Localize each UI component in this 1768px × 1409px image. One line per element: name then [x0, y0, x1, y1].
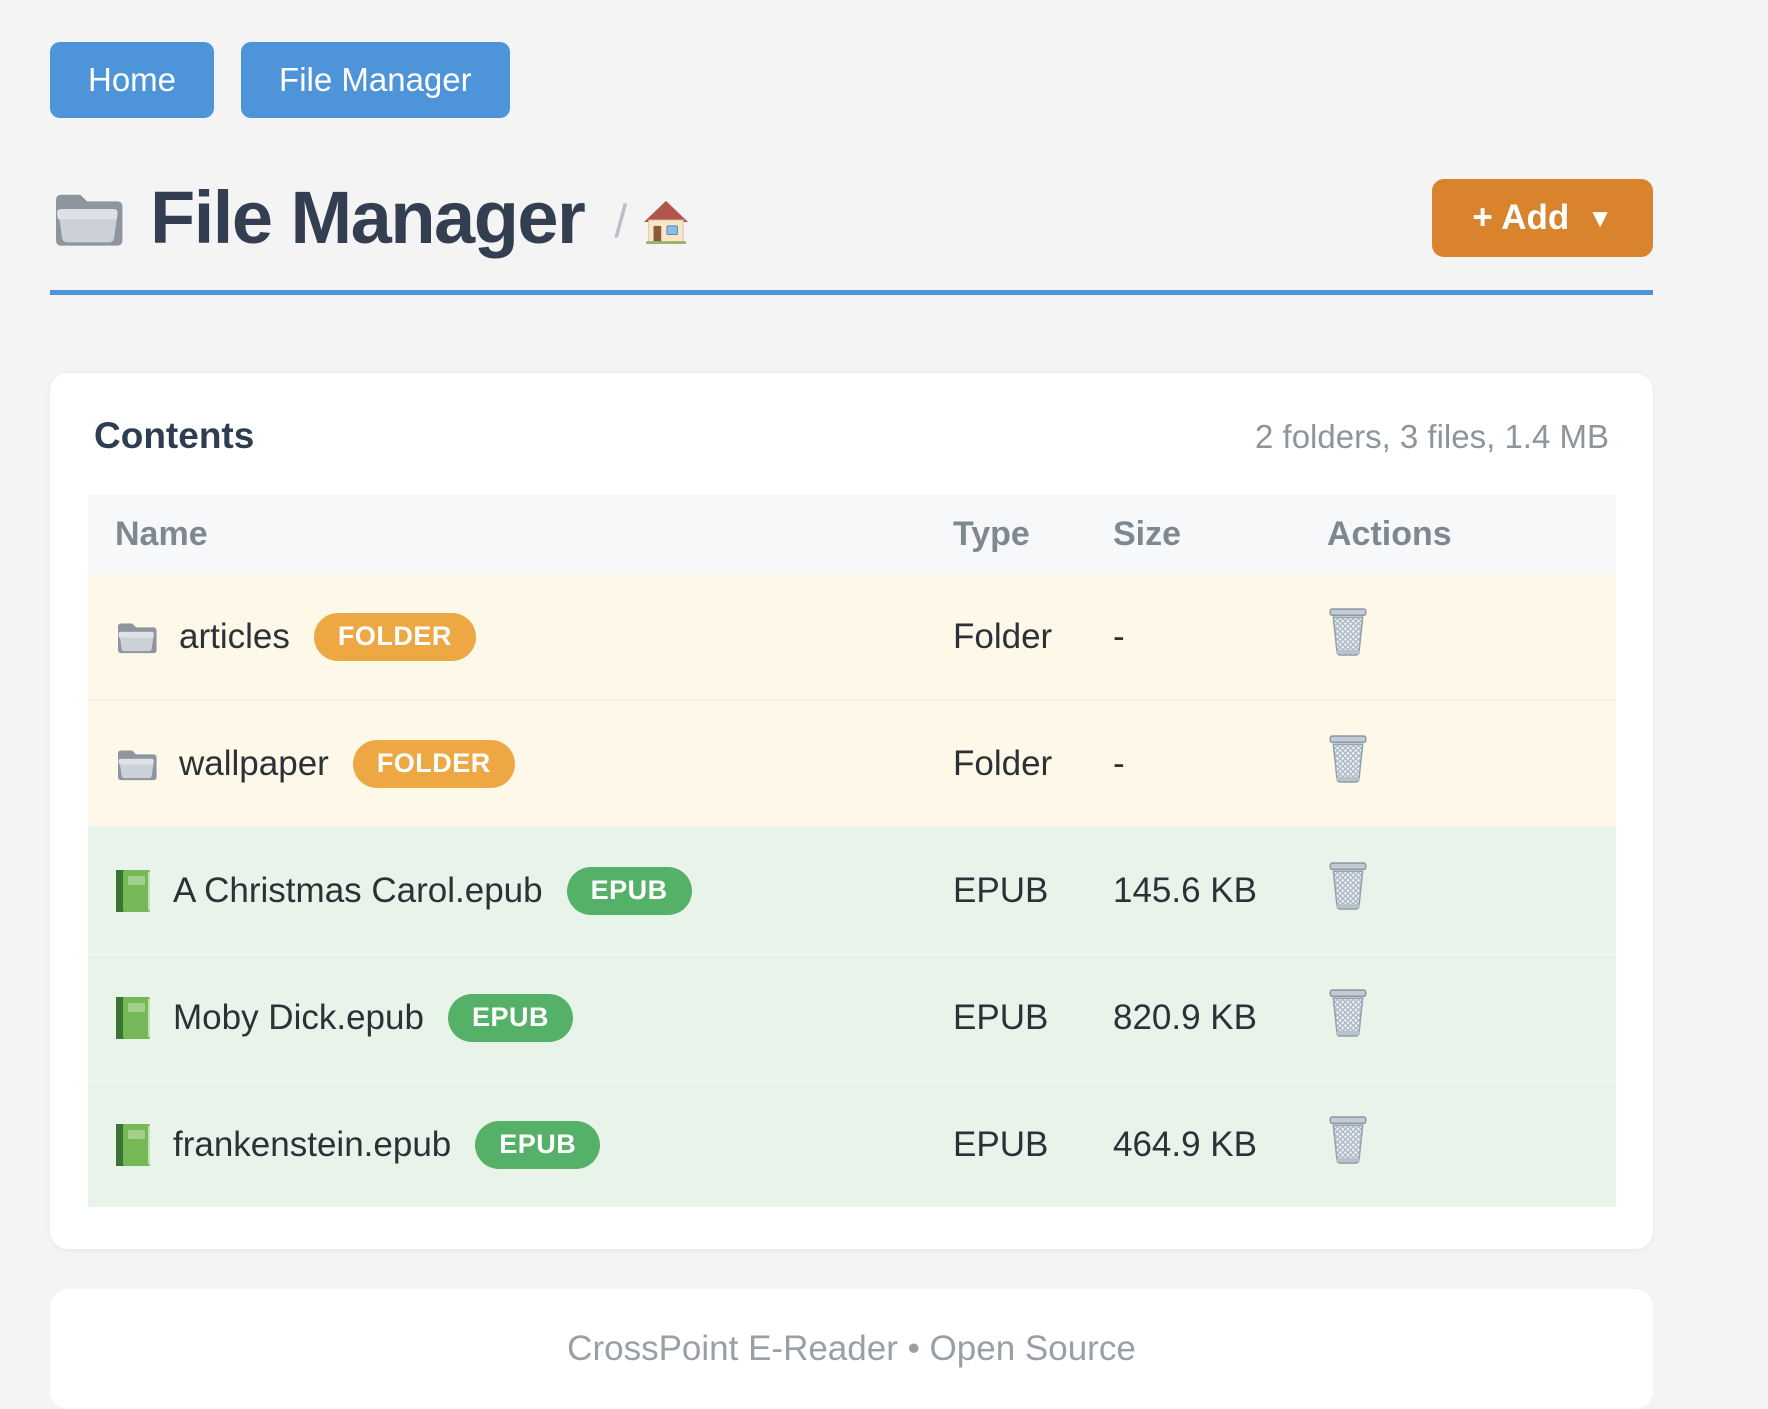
nav-file-manager-button[interactable]: File Manager — [241, 42, 510, 118]
file-link[interactable]: frankenstein.epub — [173, 1124, 452, 1164]
add-button[interactable]: + Add ▼ — [1432, 178, 1653, 257]
folder-icon — [115, 619, 157, 655]
contents-summary: 2 folders, 3 files, 1.4 MB — [1255, 418, 1609, 455]
delete-button[interactable] — [1327, 735, 1369, 783]
contents-card: Contents 2 folders, 3 files, 1.4 MB Name… — [50, 373, 1653, 1249]
contents-card-header: Contents 2 folders, 3 files, 1.4 MB — [88, 415, 1615, 457]
delete-button[interactable] — [1327, 1116, 1369, 1164]
file-link[interactable]: A Christmas Carol.epub — [173, 870, 543, 910]
home-icon[interactable] — [643, 199, 689, 245]
trash-icon — [1327, 862, 1369, 910]
delete-button[interactable] — [1327, 608, 1369, 656]
size-cell: - — [1086, 699, 1300, 827]
table-row: frankenstein.epub EPUB EPUB 464.9 KB — [88, 1080, 1616, 1207]
epub-badge: EPUB — [475, 1120, 601, 1169]
size-cell: 145.6 KB — [1086, 826, 1300, 954]
epub-badge: EPUB — [447, 993, 573, 1042]
file-link[interactable]: Moby Dick.epub — [173, 997, 424, 1037]
page: Home File Manager File Manager / + Add ▼… — [50, 0, 1653, 1409]
size-cell: 464.9 KB — [1086, 1080, 1300, 1207]
column-header-size: Size — [1086, 495, 1300, 574]
type-cell: Folder — [926, 574, 1086, 700]
table-header-row: Name Type Size Actions — [88, 495, 1616, 574]
folder-link[interactable]: wallpaper — [179, 743, 329, 783]
add-button-label: + Add — [1472, 197, 1570, 237]
type-cell: EPUB — [926, 826, 1086, 954]
column-header-type: Type — [926, 495, 1086, 574]
breadcrumb-separator: / — [614, 194, 628, 247]
trash-icon — [1327, 1116, 1369, 1164]
size-cell: 820.9 KB — [1086, 953, 1300, 1081]
trash-icon — [1327, 608, 1369, 656]
contents-heading: Contents — [94, 415, 255, 456]
title-group: File Manager / — [50, 175, 689, 260]
trash-icon — [1327, 989, 1369, 1037]
caret-down-icon: ▼ — [1587, 202, 1613, 233]
title-divider — [50, 290, 1653, 295]
folder-icon — [50, 187, 124, 249]
table-row: A Christmas Carol.epub EPUB EPUB 145.6 K… — [88, 826, 1616, 954]
type-cell: EPUB — [926, 1080, 1086, 1207]
table-row: wallpaper FOLDER Folder - — [88, 699, 1616, 827]
size-cell: - — [1086, 574, 1300, 700]
folder-badge: FOLDER — [313, 612, 476, 661]
column-header-name: Name — [88, 495, 926, 574]
book-icon — [115, 1123, 151, 1167]
delete-button[interactable] — [1327, 862, 1369, 910]
trash-icon — [1327, 735, 1369, 783]
nav-home-button[interactable]: Home — [50, 42, 215, 118]
delete-button[interactable] — [1327, 989, 1369, 1037]
folder-link[interactable]: articles — [179, 616, 290, 656]
column-header-actions: Actions — [1300, 495, 1616, 574]
table-row: Moby Dick.epub EPUB EPUB 820.9 KB — [88, 953, 1616, 1081]
file-table: Name Type Size Actions articles FOLDER F… — [88, 495, 1616, 1207]
type-cell: Folder — [926, 699, 1086, 827]
page-header: File Manager / + Add ▼ — [50, 175, 1653, 260]
book-icon — [115, 996, 151, 1040]
book-icon — [115, 869, 151, 913]
page-title: File Manager — [150, 176, 586, 259]
folder-badge: FOLDER — [352, 739, 515, 788]
folder-icon — [115, 746, 157, 782]
footer-text: CrossPoint E-Reader • Open Source — [567, 1329, 1136, 1368]
top-nav: Home File Manager — [50, 0, 1653, 118]
epub-badge: EPUB — [566, 866, 692, 915]
type-cell: EPUB — [926, 953, 1086, 1081]
footer-card: CrossPoint E-Reader • Open Source — [50, 1289, 1653, 1409]
table-row: articles FOLDER Folder - — [88, 574, 1616, 700]
